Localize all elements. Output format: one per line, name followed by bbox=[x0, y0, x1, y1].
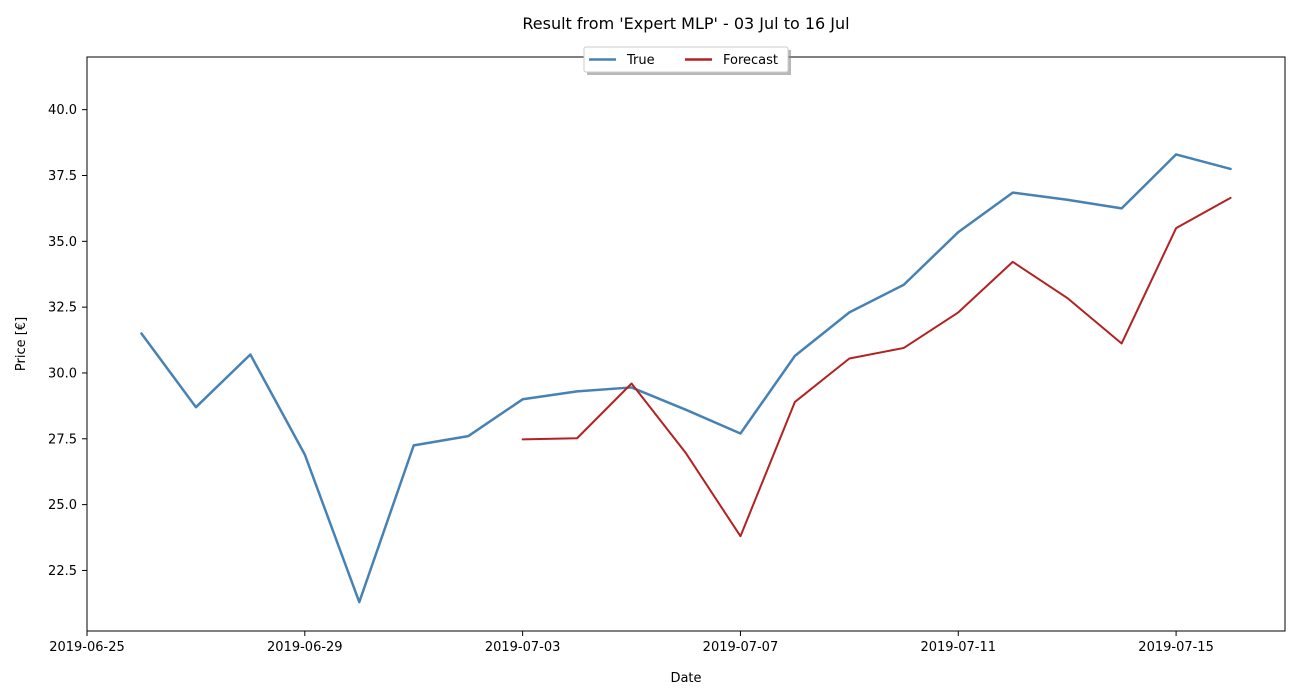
x-tick-label: 2019-06-29 bbox=[267, 640, 343, 655]
y-axis-label: Price [€] bbox=[14, 317, 29, 371]
plot-area: 2019-06-25 2019-06-29 2019-07-03 2019-07-07… bbox=[48, 56, 1286, 655]
legend-label-true: True bbox=[626, 53, 655, 68]
x-axis-label: Date bbox=[670, 671, 701, 686]
legend: True Forecast bbox=[583, 46, 791, 75]
y-tick-label: 40.0 bbox=[48, 103, 77, 118]
x-tick-label: 2019-06-25 bbox=[49, 640, 125, 655]
x-tick-label: 2019-07-15 bbox=[1138, 640, 1214, 655]
y-tick-label: 30.0 bbox=[48, 366, 77, 381]
y-tick-label: 35.0 bbox=[48, 235, 77, 250]
legend-label-forecast: Forecast bbox=[723, 53, 778, 68]
plot-frame bbox=[86, 56, 1286, 632]
y-tick-label: 25.0 bbox=[48, 498, 77, 513]
x-tick-label: 2019-07-03 bbox=[485, 640, 561, 655]
y-tick-label: 32.5 bbox=[48, 301, 77, 316]
chart-title: Result from 'Expert MLP' - 03 Jul to 16 … bbox=[522, 14, 849, 33]
y-tick-label: 22.5 bbox=[48, 564, 77, 579]
series-line-true bbox=[140, 153, 1232, 604]
x-tick-label: 2019-07-07 bbox=[703, 640, 779, 655]
series-line-forecast bbox=[521, 196, 1232, 538]
y-tick-label: 37.5 bbox=[48, 169, 77, 184]
x-tick-label: 2019-07-11 bbox=[920, 640, 996, 655]
y-tick-label: 27.5 bbox=[48, 432, 77, 447]
